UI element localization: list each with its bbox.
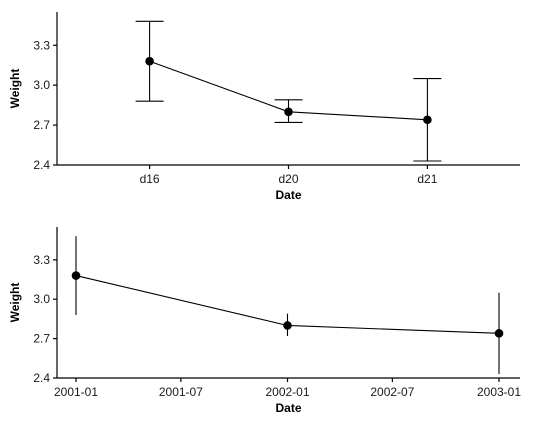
data-point	[494, 329, 504, 338]
y-ticks: 2.4 2.7 3.0 3.3	[33, 253, 57, 385]
y-ticks: 2.4 2.7 3.0 3.3	[33, 38, 57, 172]
x-tick-label: 2002-07	[370, 385, 414, 399]
y-tick-label: 2.4	[33, 158, 50, 172]
x-tick-label: d21	[417, 172, 437, 186]
x-tick-label: d20	[278, 172, 298, 186]
y-tick-label: 3.0	[33, 292, 50, 306]
chart-panel-bottom: 2.4 2.7 3.0 3.3 2001-01 2001-07 2002-01 2002-0…	[8, 227, 521, 415]
x-tick-label: 2003-01	[477, 385, 521, 399]
x-axis-title: Date	[275, 188, 301, 202]
x-tick-label: 2001-01	[54, 385, 98, 399]
data-marks	[135, 20, 442, 162]
data-marks	[71, 236, 504, 375]
data-point	[423, 115, 432, 125]
chart-panel-top: 2.4 2.7 3.0 3.3 d16 d20 d21 Date Weight	[8, 12, 520, 202]
data-point	[284, 107, 293, 117]
y-tick-label: 2.4	[33, 371, 50, 385]
y-tick-label: 3.3	[33, 38, 50, 52]
x-tick-label: 2002-01	[265, 385, 309, 399]
data-point	[145, 56, 154, 66]
y-tick-label: 2.7	[33, 332, 50, 346]
data-point	[283, 321, 292, 330]
x-tick-label: d16	[140, 172, 160, 186]
y-tick-label: 3.3	[33, 253, 50, 267]
x-ticks: 2001-01 2001-07 2002-01 2002-07 2003-01	[54, 378, 521, 399]
x-tick-label: 2001-07	[159, 385, 203, 399]
y-axis-title: Weight	[8, 69, 22, 109]
x-axis-title: Date	[275, 401, 301, 415]
y-axis-title: Weight	[8, 283, 22, 323]
data-point	[71, 271, 81, 280]
y-tick-label: 3.0	[33, 78, 50, 92]
y-tick-label: 2.7	[33, 118, 50, 132]
x-ticks: d16 d20 d21	[140, 165, 438, 186]
